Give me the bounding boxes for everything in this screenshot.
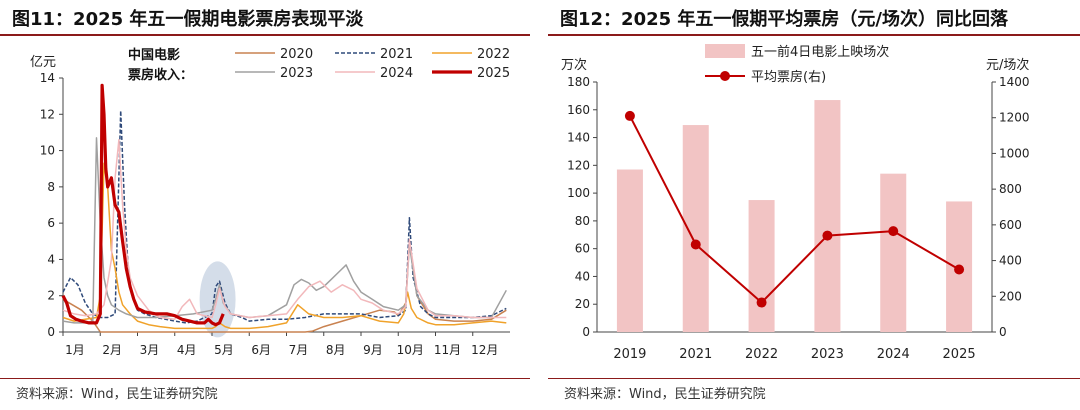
avg-point-2022 bbox=[756, 297, 767, 308]
x-tick-label: 1月 bbox=[65, 343, 85, 357]
y-tick-label: 12 bbox=[40, 107, 55, 121]
y-right-tick-label: 200 bbox=[999, 289, 1022, 303]
x-tick-label: 2月 bbox=[102, 343, 122, 357]
y-tick-label: 6 bbox=[47, 216, 55, 230]
x-tick-label: 3月 bbox=[140, 343, 160, 357]
y-tick-label: 14 bbox=[40, 71, 55, 85]
series-line-2021 bbox=[62, 109, 507, 324]
legend-label-2024: 2024 bbox=[380, 66, 413, 81]
box-office-line-chart: 亿元 0 2 4 6 8 10 12 14 1月 2月 3月 4月 5月 6月 7月 8月 9月 10月 11月 12月… bbox=[30, 47, 510, 357]
left-chart-source: 资料来源：Wind，民生证券研究院 bbox=[16, 387, 218, 402]
title-rule bbox=[0, 34, 530, 36]
y-right-unit: 元/场次 bbox=[986, 57, 1029, 73]
x-tick-label: 2025 bbox=[943, 347, 976, 362]
x-tick-label: 10月 bbox=[397, 343, 424, 357]
title-rule bbox=[548, 34, 1080, 36]
bar-2022 bbox=[748, 200, 775, 332]
y-left-tick-label: 0 bbox=[582, 325, 590, 339]
left-chart-panel: 图11：2025 年五一假期电影票房表现平淡 亿元 0 2 4 6 8 10 12 14 1月 2月… bbox=[0, 0, 530, 410]
y-axis-unit: 亿元 bbox=[30, 55, 56, 70]
avg-box-office-line bbox=[629, 115, 960, 304]
series-line-2024 bbox=[62, 138, 507, 321]
legend-label-2021: 2021 bbox=[380, 47, 413, 62]
y-right-tick-label: 600 bbox=[999, 218, 1022, 232]
y-left-tick-label: 140 bbox=[567, 131, 590, 145]
legend-label-line: 平均票房(右) bbox=[751, 69, 826, 85]
legend-caption-line1: 中国电影 bbox=[128, 47, 180, 63]
avg-point-2025 bbox=[954, 264, 965, 275]
series-line-2025 bbox=[61, 83, 225, 327]
right-chart-panel: 图12：2025 年五一假期平均票房（元/场次）同比回落 万次 元/场次 0 20 40… bbox=[548, 0, 1080, 410]
footer-rule bbox=[0, 378, 530, 379]
y-left-tick-label: 80 bbox=[575, 214, 590, 228]
y-left-tick-label: 20 bbox=[575, 297, 590, 311]
legend-swatch-marker bbox=[720, 71, 730, 81]
legend-swatch-bars bbox=[705, 44, 745, 58]
x-tick-label: 4月 bbox=[177, 343, 197, 357]
right-chart-source: 资料来源：Wind，民生证券研究院 bbox=[564, 387, 766, 402]
series-line-2020 bbox=[62, 240, 507, 333]
y-right-tick-label: 400 bbox=[999, 254, 1022, 268]
x-tick-label: 11月 bbox=[434, 343, 461, 357]
avg-point-2023 bbox=[822, 230, 833, 241]
x-tick-label: 2021 bbox=[679, 347, 712, 362]
avg-point-2021 bbox=[690, 239, 701, 250]
y-left-tick-label: 120 bbox=[567, 158, 590, 172]
series-line-2022 bbox=[62, 162, 507, 330]
y-right-tick-label: 0 bbox=[999, 325, 1007, 339]
y-left-tick-label: 160 bbox=[567, 103, 590, 117]
right-chart-title: 图12：2025 年五一假期平均票房（元/场次）同比回落 bbox=[560, 9, 1008, 30]
y-left-tick-label: 100 bbox=[567, 186, 590, 200]
x-tick-label: 9月 bbox=[363, 343, 383, 357]
y-left-tick-label: 40 bbox=[575, 269, 590, 283]
y-right-tick-label: 800 bbox=[999, 182, 1022, 196]
x-tick-label: 5月 bbox=[214, 343, 234, 357]
y-tick-label: 0 bbox=[47, 325, 55, 339]
x-tick-label: 7月 bbox=[289, 343, 309, 357]
x-tick-label: 6月 bbox=[251, 343, 271, 357]
avg-box-office-combo-chart: 万次 元/场次 0 20 40 60 80 100 120 140 160 180 0 200 400 600… bbox=[561, 44, 1030, 362]
x-tick-label: 12月 bbox=[471, 343, 498, 357]
bar-2023 bbox=[814, 100, 841, 332]
legend-label-2020: 2020 bbox=[280, 47, 313, 62]
y-tick-label: 8 bbox=[47, 180, 55, 194]
left-chart-title: 图11：2025 年五一假期电影票房表现平淡 bbox=[12, 9, 364, 30]
legend-label-2025: 2025 bbox=[477, 66, 510, 81]
avg-point-2024 bbox=[888, 226, 899, 237]
legend-label-bars: 五一前4日电影上映场次 bbox=[751, 44, 889, 60]
y-tick-label: 2 bbox=[47, 289, 55, 303]
y-right-tick-label: 1200 bbox=[999, 111, 1030, 125]
x-tick-label: 2022 bbox=[745, 347, 778, 362]
series-line-2023 bbox=[62, 137, 507, 324]
y-right-tick-label: 1400 bbox=[999, 75, 1030, 89]
bar-2019 bbox=[616, 169, 643, 332]
legend-label-2022: 2022 bbox=[477, 47, 510, 62]
x-tick-label: 8月 bbox=[326, 343, 346, 357]
y-left-unit: 万次 bbox=[561, 57, 587, 73]
avg-point-2019 bbox=[624, 110, 635, 121]
y-right-tick-label: 1000 bbox=[999, 146, 1030, 160]
x-tick-label: 2019 bbox=[613, 347, 646, 362]
x-tick-label: 2024 bbox=[877, 347, 910, 362]
x-tick-label: 2023 bbox=[811, 347, 844, 362]
y-tick-label: 10 bbox=[40, 144, 55, 158]
legend-label-2023: 2023 bbox=[280, 66, 313, 81]
bar-2024 bbox=[880, 173, 907, 332]
legend-caption-line2: 票房收入： bbox=[128, 67, 193, 83]
footer-rule bbox=[548, 378, 1080, 379]
y-tick-label: 4 bbox=[47, 252, 55, 266]
y-left-tick-label: 180 bbox=[567, 75, 590, 89]
y-left-tick-label: 60 bbox=[575, 242, 590, 256]
